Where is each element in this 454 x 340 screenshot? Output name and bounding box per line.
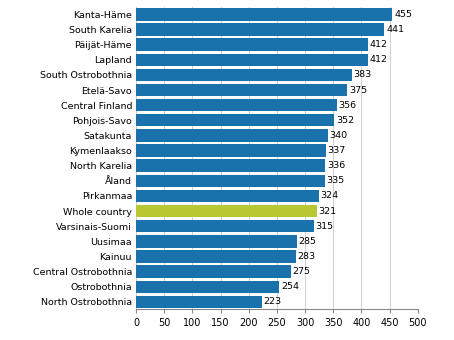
Text: 356: 356 bbox=[338, 101, 356, 109]
Text: 335: 335 bbox=[326, 176, 345, 185]
Bar bbox=[136, 23, 385, 36]
Bar bbox=[136, 175, 325, 187]
Text: 383: 383 bbox=[354, 70, 372, 79]
Bar bbox=[136, 250, 296, 262]
Bar bbox=[136, 38, 368, 51]
Text: 375: 375 bbox=[349, 86, 367, 95]
Text: 352: 352 bbox=[336, 116, 354, 125]
Bar bbox=[136, 114, 334, 126]
Bar bbox=[136, 99, 336, 111]
Text: 285: 285 bbox=[298, 237, 316, 246]
Text: 223: 223 bbox=[263, 298, 281, 306]
Text: 336: 336 bbox=[327, 161, 345, 170]
Text: 337: 337 bbox=[328, 146, 346, 155]
Bar bbox=[136, 84, 347, 96]
Bar bbox=[136, 296, 262, 308]
Text: 275: 275 bbox=[293, 267, 311, 276]
Bar bbox=[136, 280, 279, 293]
Bar bbox=[136, 129, 328, 141]
Text: 412: 412 bbox=[370, 55, 388, 64]
Bar bbox=[136, 144, 326, 157]
Text: 441: 441 bbox=[386, 25, 404, 34]
Bar bbox=[136, 159, 326, 172]
Bar bbox=[136, 190, 319, 202]
Text: 254: 254 bbox=[281, 282, 299, 291]
Text: 340: 340 bbox=[329, 131, 347, 140]
Text: 412: 412 bbox=[370, 40, 388, 49]
Bar bbox=[136, 235, 296, 248]
Bar bbox=[136, 220, 314, 232]
Text: 455: 455 bbox=[394, 10, 412, 19]
Bar bbox=[136, 54, 368, 66]
Bar bbox=[136, 205, 317, 217]
Bar bbox=[136, 69, 352, 81]
Text: 315: 315 bbox=[315, 222, 333, 231]
Text: 321: 321 bbox=[319, 207, 337, 216]
Text: 283: 283 bbox=[297, 252, 316, 261]
Text: 324: 324 bbox=[320, 191, 338, 200]
Bar bbox=[136, 266, 291, 278]
Bar bbox=[136, 8, 392, 20]
